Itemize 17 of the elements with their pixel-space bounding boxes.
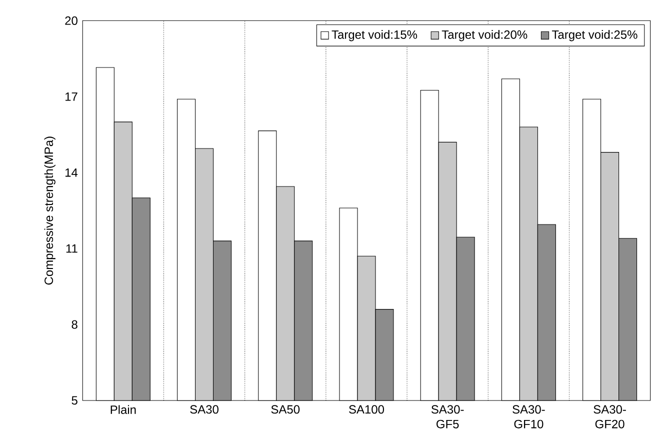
y-tick-label: 8 <box>72 320 78 329</box>
y-tick-label: 20 <box>65 16 78 25</box>
x-tick-label: SA30 <box>190 404 218 414</box>
y-tick-label: 11 <box>66 244 78 252</box>
legend-label: Target void:25% <box>552 30 638 42</box>
x-tick-label: SA30-GF5 <box>431 404 464 428</box>
y-tick-label: 5 <box>72 396 78 404</box>
y-tick-label: 14 <box>66 168 78 176</box>
x-tick-label: Plain <box>110 404 136 414</box>
legend-label: Target void:20% <box>442 30 528 42</box>
x-tick-label: SA50 <box>271 404 300 414</box>
y-tick-label: 17 <box>66 92 78 101</box>
x-tick-label: SA100 <box>349 404 384 414</box>
legend-label: Target void:15% <box>332 30 418 42</box>
x-tick-label: SA30-GF20 <box>594 404 626 428</box>
y-axis-title: Compressive strength(MPa) <box>44 136 56 284</box>
x-tick-label: SA30-GF10 <box>512 404 545 428</box>
